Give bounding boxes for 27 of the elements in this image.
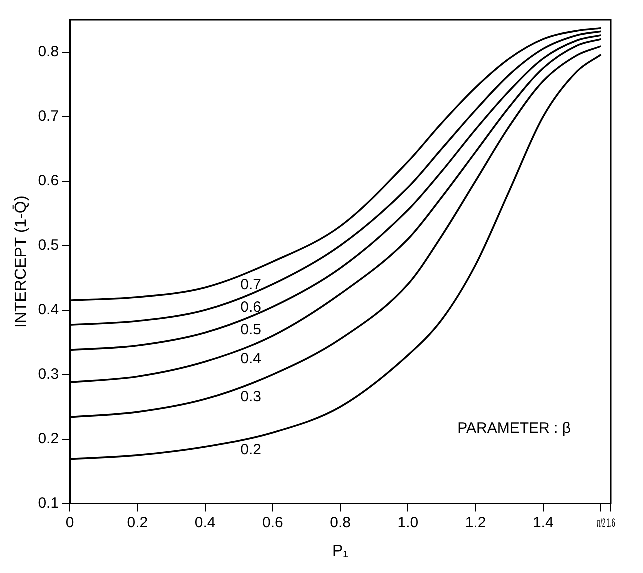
x-tick-label: 0.6 bbox=[262, 514, 284, 532]
x-tick-label: 0.2 bbox=[127, 514, 148, 532]
x-tick-label: 1.4 bbox=[532, 514, 554, 532]
series-label: 0.2 bbox=[240, 442, 262, 459]
y-axis-title: INTERCEPT (1-Q̄) bbox=[12, 196, 30, 328]
series-label: 0.3 bbox=[240, 388, 262, 406]
annotation: PARAMETER : β bbox=[458, 420, 572, 437]
series-label: 0.5 bbox=[240, 322, 262, 339]
x-axis-title: P₁ bbox=[332, 542, 349, 560]
x-tick-label: 1.6 bbox=[606, 517, 616, 531]
x-tick-label: 0 bbox=[66, 514, 74, 532]
x-tick-label: 1.0 bbox=[398, 514, 419, 532]
x-tick-label: 0.8 bbox=[330, 514, 351, 532]
y-tick-label: 0.3 bbox=[38, 366, 60, 383]
x-tick-label: 1.2 bbox=[465, 514, 486, 532]
y-tick-label: 0.6 bbox=[38, 172, 60, 190]
y-tick-label: 0.2 bbox=[38, 430, 60, 448]
y-tick-label: 0.5 bbox=[38, 236, 60, 254]
series-label: 0.4 bbox=[240, 350, 262, 368]
y-tick-label: 0.1 bbox=[38, 494, 60, 512]
x-tick-label: π/2 bbox=[596, 516, 606, 530]
x-tick-label: 0.4 bbox=[194, 514, 216, 532]
y-tick-label: 0.8 bbox=[38, 43, 60, 60]
y-tick-label: 0.7 bbox=[38, 108, 60, 125]
y-tick-label: 0.4 bbox=[38, 301, 60, 318]
series-label: 0.7 bbox=[240, 276, 262, 294]
series-label: 0.6 bbox=[240, 299, 262, 316]
